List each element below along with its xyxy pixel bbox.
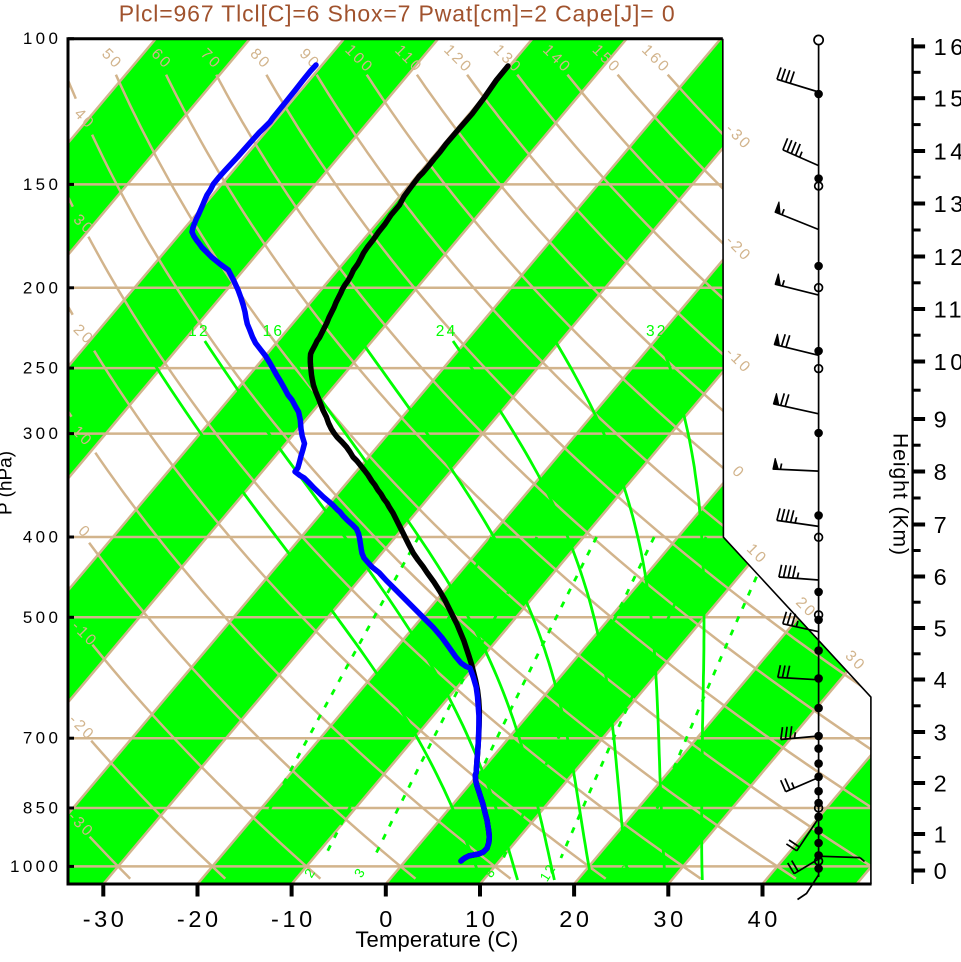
svg-text:12: 12 [934,244,961,270]
svg-text:1: 1 [934,822,951,848]
svg-text:16: 16 [263,323,285,340]
svg-text:850: 850 [23,799,62,818]
svg-text:-30: -30 [83,906,128,932]
svg-text:250: 250 [23,359,62,378]
svg-text:100: 100 [23,29,62,48]
svg-text:6: 6 [934,564,951,590]
svg-text:700: 700 [23,729,62,748]
svg-text:Height (Km): Height (Km) [889,433,912,556]
svg-text:8: 8 [934,459,951,485]
svg-text:500: 500 [23,608,62,627]
svg-text:0: 0 [934,858,951,884]
svg-text:20: 20 [559,906,592,932]
svg-text:1000: 1000 [10,857,61,876]
svg-text:12: 12 [188,323,210,340]
svg-text:13: 13 [934,191,961,217]
svg-text:40: 40 [748,906,781,932]
svg-text:2: 2 [934,771,951,797]
svg-text:P (hPa): P (hPa) [0,451,17,515]
svg-text:Temperature (C): Temperature (C) [355,927,518,952]
svg-text:24: 24 [436,323,458,340]
svg-text:3: 3 [934,720,951,746]
svg-text:10: 10 [465,906,498,932]
svg-text:Plcl=967 Tlcl[C]=6 Shox=7 Pwat: Plcl=967 Tlcl[C]=6 Shox=7 Pwat[cm]=2 Cap… [119,1,676,27]
svg-text:30: 30 [653,906,686,932]
svg-text:15: 15 [934,86,961,112]
svg-text:-20: -20 [177,906,222,932]
svg-text:300: 300 [23,424,62,443]
svg-text:14: 14 [934,139,961,165]
svg-text:200: 200 [23,278,62,297]
svg-text:150: 150 [23,175,62,194]
svg-text:32: 32 [646,323,668,340]
svg-text:5: 5 [934,616,951,642]
svg-text:-10: -10 [271,906,316,932]
svg-text:16: 16 [934,34,961,60]
svg-text:10: 10 [934,349,961,375]
svg-text:400: 400 [23,528,62,547]
svg-text:9: 9 [934,407,951,433]
svg-text:11: 11 [934,297,961,323]
svg-text:0: 0 [379,906,396,932]
svg-text:4: 4 [934,667,951,693]
svg-text:7: 7 [934,512,951,538]
